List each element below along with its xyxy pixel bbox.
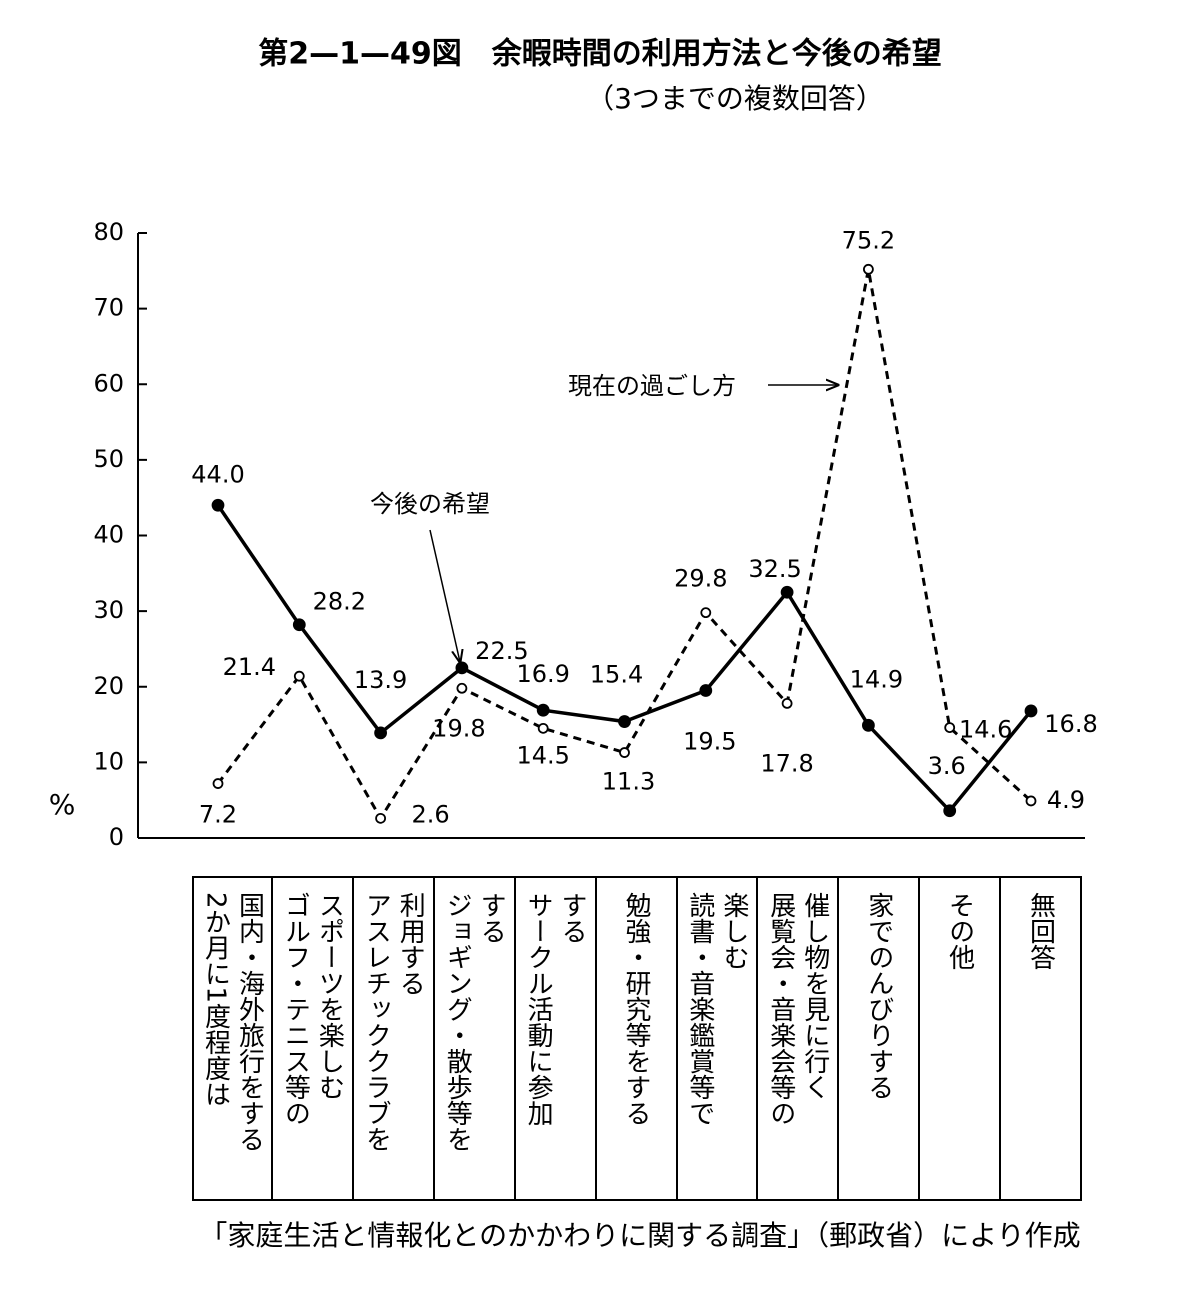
series-annotation: 現在の過ごし方 xyxy=(568,372,736,400)
data-point xyxy=(943,804,957,818)
annotation-arrow xyxy=(429,529,460,662)
series-line xyxy=(216,504,1033,814)
data-point xyxy=(618,715,631,728)
value-label: 16.9 xyxy=(516,660,569,688)
data-point xyxy=(944,722,956,733)
value-label: 2.6 xyxy=(412,800,450,828)
value-label: 7.2 xyxy=(199,801,237,829)
data-point xyxy=(537,722,549,734)
data-point xyxy=(781,697,793,709)
data-point xyxy=(863,263,874,275)
category-label: 国内・海外旅行をする 2か月に1度程度は xyxy=(192,876,273,1201)
data-point xyxy=(212,778,224,789)
series-line xyxy=(216,269,1033,822)
data-point xyxy=(699,684,713,697)
y-axis-label: % xyxy=(49,788,76,821)
value-label: 15.4 xyxy=(590,661,643,689)
data-point xyxy=(374,726,388,740)
category-label: 勉強・研究等をする xyxy=(596,876,678,1201)
y-tick-label: 10 xyxy=(93,747,124,775)
y-tick-label: 50 xyxy=(93,445,124,473)
y-tick-label: 20 xyxy=(93,672,124,700)
data-point xyxy=(456,682,468,694)
value-label: 3.6 xyxy=(928,752,966,780)
value-label: 13.9 xyxy=(354,666,407,694)
category-label: 催し物を見に行く 展覧会・音楽会等の xyxy=(758,876,840,1201)
data-point xyxy=(1025,795,1037,807)
y-tick-label: 80 xyxy=(93,218,124,246)
category-label: する ジョギング・散歩等を xyxy=(434,876,516,1201)
value-label: 44.0 xyxy=(191,460,244,488)
category-label: その他 xyxy=(920,876,1002,1201)
value-label: 16.8 xyxy=(1044,710,1097,738)
value-label: 75.2 xyxy=(842,226,895,254)
data-point xyxy=(780,585,794,599)
data-point xyxy=(211,498,225,512)
category-label: スポーツを楽しむ ゴルフ・テニス等の xyxy=(272,876,354,1201)
value-label: 19.8 xyxy=(432,714,485,742)
data-point xyxy=(862,718,875,732)
y-tick-label: 30 xyxy=(93,596,124,624)
data-point xyxy=(700,607,712,619)
category-label: 利用する アスレチッククラブを xyxy=(353,876,435,1201)
value-label: 17.8 xyxy=(760,749,813,777)
category-label: 無回答 xyxy=(1001,876,1082,1201)
value-label: 21.4 xyxy=(223,653,276,681)
data-point xyxy=(375,812,387,824)
data-point xyxy=(536,703,550,717)
series-annotation: 今後の希望 xyxy=(370,490,490,518)
value-label: 14.6 xyxy=(959,716,1012,744)
value-label: 11.3 xyxy=(602,768,655,796)
y-tick-label: 60 xyxy=(93,369,124,397)
value-label: 14.5 xyxy=(516,741,569,769)
category-label: 楽しむ 読書・音楽鑑賞等で xyxy=(677,876,759,1201)
category-label: する サークル活動に参加 xyxy=(515,876,597,1201)
chart-subtitle: （3つまでの複数回答） xyxy=(586,82,884,115)
value-label: 28.2 xyxy=(313,588,366,616)
data-point xyxy=(293,670,305,682)
y-tick-label: 0 xyxy=(109,823,124,851)
data-point xyxy=(292,618,306,632)
data-point xyxy=(1024,704,1038,718)
chart-title: 第2—1—49図 余暇時間の利用方法と今後の希望 xyxy=(258,37,942,72)
value-label: 14.9 xyxy=(850,665,903,693)
y-tick-label: 70 xyxy=(93,294,124,322)
value-label: 29.8 xyxy=(674,565,727,593)
value-label: 32.5 xyxy=(748,555,801,583)
category-label: 家でのんびりする xyxy=(839,876,921,1201)
value-label: 4.9 xyxy=(1047,786,1085,814)
value-label: 22.5 xyxy=(475,637,528,665)
y-tick-label: 40 xyxy=(93,521,124,549)
value-label: 19.5 xyxy=(683,728,736,756)
source-note: 「家庭生活と情報化とのかかわりに関する調査」（郵政省）により作成 xyxy=(199,1219,1080,1252)
data-point xyxy=(455,661,469,675)
data-point xyxy=(619,747,630,758)
